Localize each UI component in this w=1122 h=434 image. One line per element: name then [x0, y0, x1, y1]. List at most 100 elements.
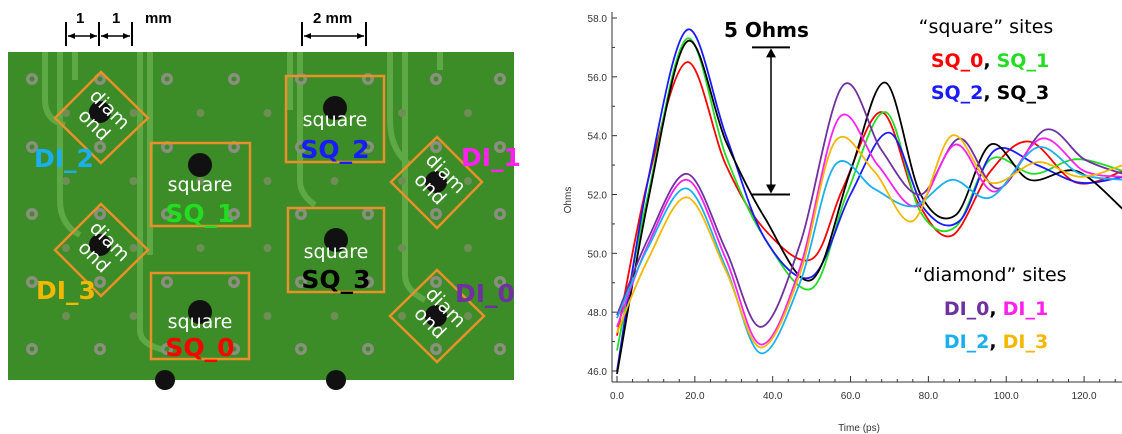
series-line-sq3 — [616, 39, 1122, 375]
square-site-sq1: square SQ_1 — [149, 141, 252, 228]
y-ticks: 46.0 48.0 50.0 52.0 54.0 56.0 58.0 — [588, 14, 617, 378]
via-hole — [231, 76, 237, 82]
via-hole — [298, 144, 304, 150]
via-hole — [298, 76, 304, 82]
via-small — [62, 109, 70, 117]
square-site-sq3: square SQ_3 — [286, 206, 386, 294]
via-hole — [365, 144, 371, 150]
via-hole — [164, 144, 170, 150]
via-hole — [164, 346, 170, 352]
site-label-sq1: SQ_1 — [165, 199, 234, 228]
x-tick-label: 60.0 — [841, 391, 861, 402]
via-hole — [298, 346, 304, 352]
arrow-head — [766, 48, 776, 58]
legend-entry-sq1: SQ_1 — [997, 50, 1050, 72]
via-small — [398, 312, 406, 320]
via-hole — [497, 279, 503, 285]
five-ohm-annotation: 5 Ohms — [724, 18, 809, 196]
via-hole — [433, 346, 439, 352]
legend-sep: , — [989, 331, 996, 353]
via-small — [398, 177, 406, 185]
via-small — [464, 177, 472, 185]
x-tick-label: 120.0 — [1072, 391, 1097, 402]
via-hole — [29, 211, 35, 217]
via-small — [129, 177, 138, 185]
diamond-label-di0: DI_0 — [455, 279, 515, 308]
via-small — [330, 177, 339, 185]
legend-square-heading: “square” sites — [919, 16, 1054, 38]
via-small — [263, 109, 272, 117]
via-hole — [497, 76, 503, 82]
via-small — [129, 312, 138, 320]
via-hole — [164, 279, 170, 285]
board-diagram: 1 1 mm 2 mm square SQ_2 square SQ_1 squa… — [8, 10, 520, 390]
series-group — [616, 28, 1122, 375]
legend-entry-di0: DI_0 — [944, 298, 990, 320]
via-dark — [155, 370, 175, 390]
via-hole — [97, 279, 103, 285]
diamond-site-bottom-right: diam ond — [388, 268, 486, 364]
y-tick-label: 48.0 — [588, 308, 608, 319]
via-hole — [433, 211, 439, 217]
diamond-label-di2: DI_2 — [34, 144, 94, 173]
via-small — [62, 177, 70, 185]
legend-row-2: SQ_2, SQ_3 — [931, 82, 1049, 104]
via-small — [464, 312, 472, 320]
via-small — [263, 244, 272, 252]
y-tick-label: 46.0 — [588, 367, 608, 378]
via-hole — [164, 76, 170, 82]
via-hole — [97, 346, 103, 352]
via-hole — [497, 346, 503, 352]
via-small — [196, 177, 205, 185]
x-axis-title: Time (ps) — [838, 423, 880, 434]
via-hole — [231, 346, 237, 352]
dim-label-mm: mm — [145, 10, 172, 27]
legend-diamond-heading: “diamond” sites — [913, 264, 1066, 286]
dim-label-2mm: 2 mm — [313, 10, 352, 27]
via-small — [196, 244, 205, 252]
via-hole — [97, 144, 103, 150]
impedance-chart: 46.0 48.0 50.0 52.0 54.0 56.0 58.0 0.0 20.0 40.0… — [563, 12, 1122, 434]
diamond-label-di3: DI_3 — [36, 276, 96, 305]
via-hole — [231, 211, 237, 217]
via-grid — [26, 73, 506, 355]
legend-entry-di3: DI_3 — [1003, 331, 1049, 353]
via-hole — [97, 211, 103, 217]
site-label-sq3: SQ_3 — [301, 265, 370, 294]
via-small — [129, 109, 138, 117]
annotation-label: 5 Ohms — [724, 18, 809, 42]
via-small — [129, 244, 138, 252]
via-hole — [298, 211, 304, 217]
legend-entry-sq3: SQ_3 — [997, 82, 1050, 104]
via-hole — [231, 279, 237, 285]
y-axis-title: Ohms — [563, 187, 574, 214]
via-hole — [433, 144, 439, 150]
x-tick-label: 20.0 — [685, 391, 705, 402]
series-line-di2 — [616, 146, 1122, 355]
via-hole — [29, 76, 35, 82]
site-word: square — [304, 241, 369, 263]
via-hole — [29, 144, 35, 150]
series-line-di3 — [616, 134, 1122, 349]
legend-sep: , — [983, 50, 990, 72]
site-label-sq0: SQ_0 — [165, 333, 234, 362]
via-hole — [365, 211, 371, 217]
x-ticks: 0.0 20.0 40.0 60.0 80.0 100.0 120.0 — [610, 376, 1116, 402]
x-tick-label: 100.0 — [994, 391, 1019, 402]
dim-label-1a: 1 — [76, 10, 84, 27]
via-dark — [326, 370, 346, 390]
y-tick-label: 58.0 — [588, 14, 608, 25]
arrow-head — [766, 184, 776, 194]
diamond-label-di1: DI_1 — [461, 143, 520, 172]
series-line-sq0 — [616, 61, 1122, 336]
via-small — [464, 109, 472, 117]
series-line-sq1 — [616, 37, 1122, 351]
x-tick-label: 40.0 — [763, 391, 783, 402]
via-small — [464, 244, 472, 252]
via-hole — [497, 144, 503, 150]
legend-row-4: DI_2, DI_3 — [944, 331, 1048, 353]
via-hole — [433, 279, 439, 285]
via-small — [62, 312, 70, 320]
square-site-sq0: square SQ_0 — [149, 271, 251, 362]
via-hole — [365, 346, 371, 352]
